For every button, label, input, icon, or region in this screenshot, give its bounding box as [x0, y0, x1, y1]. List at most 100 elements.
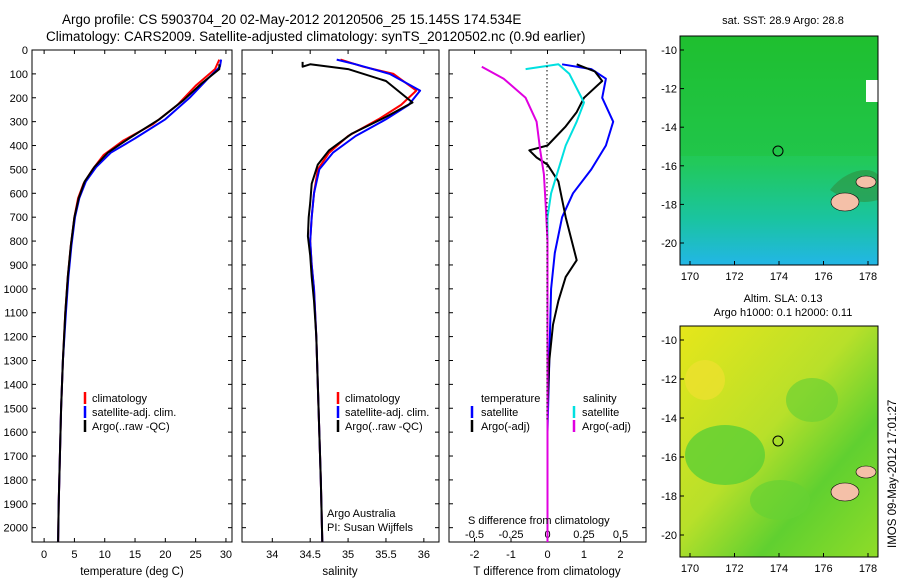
depth-tick-label: 700 — [10, 212, 28, 224]
salinity-xlabel: salinity — [322, 566, 357, 578]
x-tick-label: 35 — [342, 549, 354, 561]
map-y-tick-label: -12 — [661, 374, 677, 386]
depth-tick-label: 1800 — [4, 475, 28, 487]
legend-sal-satellite: satellite — [582, 407, 619, 419]
x-tick-label: -2 — [470, 549, 480, 561]
map-x-tick-label: 176 — [814, 271, 832, 283]
sst-map-ticks: 170 172 174 176 178 -10 -12 -14 -16 -18 -20 — [661, 45, 877, 283]
sla-map-ticks: 170 172 174 176 178 -10 -12 -14 -16 -18 -20 — [661, 335, 877, 575]
legend-salinity-title: salinity — [583, 393, 617, 405]
legend-satellite-adj: satellite-adj. clim. — [345, 407, 429, 419]
x-tick-label: 15 — [129, 549, 141, 561]
x-tick-label: 34 — [266, 549, 278, 561]
sla-map-title-2: Argo h1000: 0.1 h2000: 0.11 — [714, 307, 853, 319]
depth-tick-label: 1000 — [4, 284, 28, 296]
temperature-legend: climatology satellite-adj. clim. Argo(..… — [83, 392, 176, 433]
s-tick-label: -0.25 — [498, 529, 523, 541]
legend-temp-argo: Argo(-adj) — [481, 421, 530, 433]
depth-tick-label: 1100 — [4, 308, 28, 320]
depth-tick-label: 900 — [10, 260, 28, 272]
difference-series — [481, 63, 615, 542]
salinity-series — [301, 58, 422, 543]
depth-tick-label: 1200 — [4, 332, 28, 344]
argo-location-marker — [772, 435, 784, 447]
annotation-pi: PI: Susan Wijffels — [327, 522, 413, 534]
temperature-series — [57, 59, 223, 543]
map-x-tick-label: 170 — [681, 563, 699, 575]
depth-tick-label: 200 — [10, 93, 28, 105]
x-tick-label: 30 — [220, 549, 232, 561]
depth-tick-label: 800 — [10, 236, 28, 248]
salinity-axes — [241, 49, 440, 543]
map-x-tick-label: 176 — [814, 563, 832, 575]
legend-temperature-title: temperature — [481, 393, 540, 405]
map-y-tick-label: -18 — [661, 491, 677, 503]
map-x-tick-label: 172 — [725, 271, 743, 283]
x-tick-label: 36 — [418, 549, 430, 561]
depth-tick-label: 100 — [10, 69, 28, 81]
series-line — [57, 64, 221, 543]
legend-temp-satellite: satellite — [481, 407, 518, 419]
map-y-tick-label: -10 — [661, 45, 677, 57]
map-y-tick-label: -20 — [661, 238, 677, 250]
x-tick-label: 0 — [41, 549, 47, 561]
x-tick-label: 5 — [71, 549, 77, 561]
s-tick-label: 0.25 — [573, 529, 594, 541]
depth-tick-label: 2000 — [4, 523, 28, 535]
x-tick-label: 1 — [581, 549, 587, 561]
s-tick-label: -0.5 — [465, 529, 484, 541]
legend-climatology: climatology — [92, 393, 148, 405]
argo-location-marker — [772, 145, 784, 157]
series-line — [481, 65, 549, 542]
map-y-tick-label: -12 — [661, 84, 677, 96]
legend-climatology: climatology — [345, 393, 401, 405]
series-line — [309, 58, 422, 543]
x-tick-label: 10 — [99, 549, 111, 561]
series-line — [525, 63, 585, 542]
legend-sal-argo: Argo(-adj) — [582, 421, 631, 433]
map-y-tick-label: -20 — [661, 530, 677, 542]
depth-tick-label: 400 — [10, 141, 28, 153]
depth-tick-label: 1400 — [4, 379, 28, 391]
series-line — [301, 61, 414, 543]
legend-argo: Argo(..raw -QC) — [92, 421, 170, 433]
salinity-legend: climatology satellite-adj. clim. Argo(..… — [327, 392, 429, 534]
temperature-xlabel: temperature (deg C) — [80, 566, 184, 578]
x-tick-label: 20 — [159, 549, 171, 561]
difference-legend: temperature satellite Argo(-adj) salinit… — [468, 393, 631, 527]
x-axes: 0 5 10 15 20 25 30 34 34.5 35 35.5 36 -2 -1 0 1 2 -0.5 -0.… — [41, 50, 628, 561]
annotation-argo-australia: Argo Australia — [327, 508, 396, 520]
map-x-tick-label: 174 — [770, 271, 788, 283]
depth-tick-label: 1600 — [4, 427, 28, 439]
sla-map-title-1: Altim. SLA: 0.13 — [744, 293, 823, 305]
legend-satellite-adj: satellite-adj. clim. — [92, 407, 176, 419]
x-tick-label: 34.5 — [299, 549, 320, 561]
x-tick-label: 35.5 — [375, 549, 396, 561]
map-y-tick-label: -18 — [661, 199, 677, 211]
sla-map — [679, 325, 879, 558]
depth-tick-label: 1500 — [4, 403, 28, 415]
series-line — [528, 63, 604, 542]
x-tick-label: 2 — [617, 549, 623, 561]
map-x-tick-label: 178 — [859, 563, 877, 575]
difference-xlabel: T difference from climatology — [473, 566, 620, 578]
map-x-tick-label: 172 — [725, 563, 743, 575]
map-x-tick-label: 174 — [770, 563, 788, 575]
s-difference-label: S difference from climatology — [468, 515, 610, 527]
x-tick-label: 0 — [544, 549, 550, 561]
depth-tick-label: 1900 — [4, 499, 28, 511]
map-x-tick-label: 178 — [859, 271, 877, 283]
depth-tick-label: 0 — [22, 45, 28, 57]
x-tick-label: 25 — [190, 549, 202, 561]
s-tick-label: 0.5 — [613, 529, 628, 541]
map-y-tick-label: -16 — [661, 452, 677, 464]
temperature-axes — [31, 49, 233, 543]
depth-tick-label: 1300 — [4, 355, 28, 367]
depth-tick-label: 600 — [10, 188, 28, 200]
legend-argo: Argo(..raw -QC) — [345, 421, 423, 433]
map-x-tick-label: 170 — [681, 271, 699, 283]
figure-title-line2: Climatology: CARS2009. Satellite-adjuste… — [46, 29, 586, 44]
sst-map — [679, 35, 879, 266]
map-y-tick-label: -16 — [661, 161, 677, 173]
